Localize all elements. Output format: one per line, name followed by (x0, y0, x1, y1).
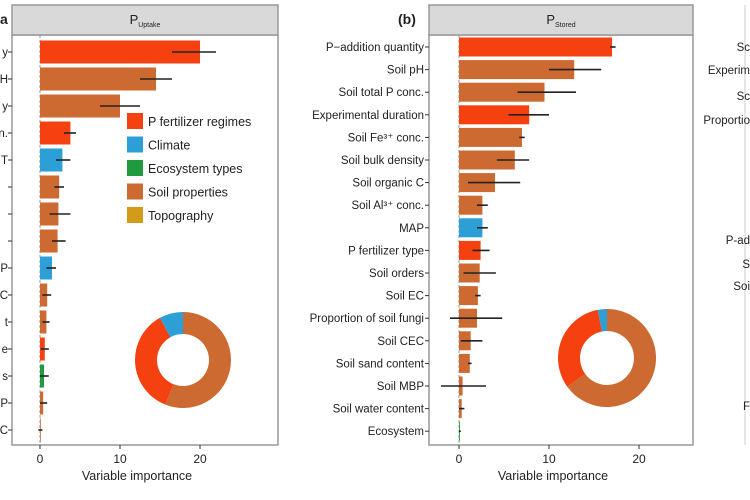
bar (459, 37, 612, 57)
facet-title-main: P (130, 12, 139, 27)
bar (40, 121, 71, 145)
y-tick-label: Soil EC (386, 291, 424, 303)
y-tick-label: Soil sand content (336, 358, 425, 370)
y-tick-label-fragment: S (742, 259, 750, 271)
panel-cropped-right: Sc Experim Sc Proportio P-ad S Soi F (703, 5, 750, 445)
y-tick-label: P fertilizer type (348, 245, 424, 257)
y-tick-label-fragment: Sc (737, 91, 750, 103)
y-tick-label-fragment: s (2, 371, 8, 383)
x-axis-label: Variable importance (498, 469, 608, 483)
bar (40, 148, 63, 172)
y-tick-label: Soil Fe³⁺ conc. (348, 132, 424, 144)
y-tick-label-fragment: y (2, 47, 8, 59)
bar (40, 256, 52, 280)
y-tick-label-fragment: F (743, 401, 750, 413)
y-tick-label-fragment: P (0, 263, 8, 275)
facet-title: PStored (546, 12, 575, 29)
legend-label: Ecosystem types (148, 162, 242, 176)
y-tick-label: P−addition quantity (326, 42, 424, 54)
y-tick-label-fragment: e (2, 344, 8, 356)
bar (40, 94, 120, 118)
y-tick-label: MAP (399, 223, 424, 235)
x-tick-label: 10 (542, 452, 556, 466)
y-tick-label: Soil MBP (377, 381, 425, 393)
donut-slice (597, 309, 607, 332)
bar (459, 82, 545, 102)
y-tick-label: Soil total P conc. (339, 87, 424, 99)
y-tick-label-fragment: Soi (733, 281, 750, 293)
bar (459, 286, 478, 306)
x-tick-label: 20 (632, 452, 646, 466)
y-tick-label-fragment: Proportio (703, 115, 750, 127)
x-axis-label: Variable importance (82, 469, 192, 483)
legend-swatch (127, 136, 143, 153)
y-tick-label-fragment: y (2, 101, 8, 113)
y-tick-label: Soil water content (333, 404, 425, 416)
donut-slice (134, 317, 174, 405)
legend-label: Soil properties (148, 186, 228, 200)
bar (459, 105, 530, 125)
y-tick-label-fragment: Sc (737, 42, 750, 54)
bar (459, 127, 522, 147)
facet-title: PUptake (130, 12, 161, 29)
facet-strip (11, 4, 279, 36)
facet-title-subscript: Uptake (138, 22, 160, 29)
legend-label: Topography (148, 209, 214, 223)
x-tick-label: 0 (456, 452, 463, 466)
y-tick-label-fragment: n. (0, 128, 8, 140)
bar (459, 218, 483, 238)
y-tick-label: Soil Al³⁺ conc. (351, 200, 424, 212)
legend-swatch (127, 160, 143, 176)
x-tick-label: 0 (37, 452, 44, 466)
x-tick-label: 10 (113, 452, 127, 466)
y-tick-label: Ecosystem (368, 426, 424, 438)
y-tick-label: Soil organic C (352, 178, 424, 190)
donut-slice (165, 312, 231, 409)
y-tick-label-fragment: P (0, 398, 8, 410)
bar (40, 229, 58, 253)
bar (40, 202, 59, 226)
y-tick-label: Soil CEC (377, 336, 424, 348)
donut-slice (159, 312, 183, 338)
legend-label: Climate (148, 139, 190, 153)
bar (459, 60, 575, 80)
y-tick-label-fragment: P-ad (726, 235, 750, 247)
facet-title-subscript: Stored (555, 22, 576, 29)
panel-label: a (0, 11, 8, 27)
panel-label: (b) (398, 11, 416, 27)
bar (459, 240, 481, 260)
bar (459, 353, 470, 373)
bar (40, 175, 60, 199)
legend-swatch (127, 113, 143, 129)
legend-swatch (127, 207, 143, 223)
facet-strip (428, 4, 694, 36)
facet-title-main: P (546, 12, 555, 27)
y-tick-label-fragment: H (0, 74, 8, 86)
y-tick-label: Soil orders (369, 268, 424, 280)
y-tick-label: Soil bulk density (341, 155, 424, 167)
donut-slice (557, 309, 602, 387)
y-tick-label-fragment: t (5, 317, 9, 329)
y-tick-label-fragment: T (1, 155, 8, 167)
bar (40, 67, 156, 91)
y-tick-label-fragment: Experim (708, 65, 750, 77)
bar (40, 40, 200, 64)
y-tick-label-fragment: C (0, 425, 8, 437)
bar (459, 195, 483, 215)
y-tick-label: Proportion of soil fungi (310, 313, 424, 325)
y-tick-label: Soil pH (387, 65, 424, 77)
y-tick-label: Experimental duration (312, 110, 424, 122)
bar (459, 150, 515, 170)
donut-slice (567, 309, 656, 408)
legend-label: P fertilizer regimes (148, 115, 251, 129)
panel-stored: PStored (b) P−addition quantity Soil pH Soil… (310, 4, 694, 483)
legend-swatch (127, 183, 143, 200)
x-tick-label: 20 (193, 452, 207, 466)
y-tick-label-fragment: C (0, 290, 8, 302)
